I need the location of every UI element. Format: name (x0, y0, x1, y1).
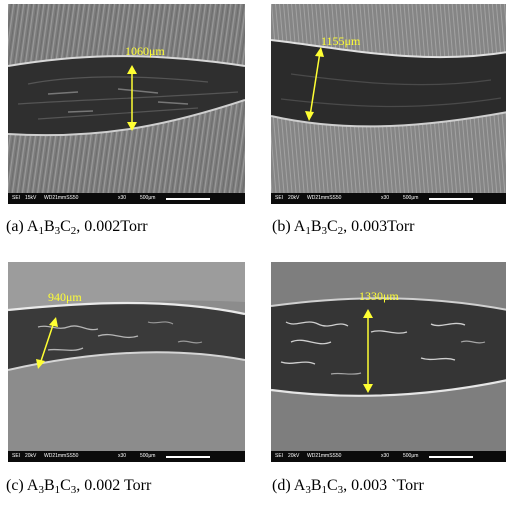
infobar-wd: WD21mmSS50 (44, 195, 79, 201)
measurement-arrow-a (127, 65, 137, 131)
scale-bar (166, 456, 210, 458)
wear-track-image-c (8, 262, 245, 462)
infobar-wd: WD21mmSS50 (44, 453, 79, 459)
sem-image-b: 1155μm SEI 20kV WD21mmSS50 x30 500μm (271, 4, 506, 204)
caption-d: (d) A3B1C3, 0.003 `Torr (272, 477, 424, 496)
infobar-mag: x30 (381, 195, 390, 201)
infobar-wd: WD21mmSS50 (307, 453, 342, 459)
sem-infobar-a: SEI 15kV WD21mmSS50 x30 500μm (8, 193, 245, 204)
measurement-arrow-d (363, 309, 373, 393)
infobar-kv: 15kV (25, 195, 37, 201)
infobar-wd: WD21mmSS50 (307, 195, 342, 201)
caption-a: (a) A1B3C2, 0.002Torr (6, 218, 148, 237)
infobar-mode: SEI (275, 195, 284, 201)
measurement-label-c: 940μm (48, 290, 82, 304)
caption-c: (c) A3B1C3, 0.002 Torr (6, 477, 152, 496)
sem-panel-b: 1155μm SEI 20kV WD21mmSS50 x30 500μm (271, 4, 506, 204)
sem-infobar-c: SEI 20kV WD21mmSS50 x30 500μm (8, 451, 245, 462)
infobar-scale: 500μm (403, 195, 419, 201)
sem-image-a: 1060μm SEI 15kV WD21mmSS50 x30 500μm (8, 4, 245, 204)
infobar-mode: SEI (12, 453, 21, 459)
sem-image-c: 940μm SEI 20kV WD21mmSS50 x30 500μm (8, 262, 245, 462)
infobar-kv: 20kV (288, 453, 300, 459)
sem-image-d: 1330μm SEI 20kV WD21mmSS50 x30 500μm (271, 262, 506, 462)
infobar-scale: 500μm (140, 195, 156, 201)
sem-panel-d: 1330μm SEI 20kV WD21mmSS50 x30 500μm (271, 262, 506, 462)
infobar-mag: x30 (381, 453, 390, 459)
wear-track-image-a (8, 4, 245, 204)
infobar-mode: SEI (275, 453, 284, 459)
scale-bar (429, 456, 473, 458)
infobar-kv: 20kV (288, 195, 300, 201)
infobar-mode: SEI (12, 195, 21, 201)
infobar-mag: x30 (118, 195, 127, 201)
infobar-kv: 20kV (25, 453, 37, 459)
measurement-label-b: 1155μm (321, 34, 361, 48)
sem-panel-a: 1060μm SEI 15kV WD21mmSS50 x30 500μm (8, 4, 245, 204)
infobar-scale: 500μm (140, 453, 156, 459)
wear-track-image-b (271, 4, 506, 204)
measurement-arrow-b (305, 47, 324, 121)
measurement-label-d: 1330μm (359, 289, 399, 303)
sem-panel-c: 940μm SEI 20kV WD21mmSS50 x30 500μm (8, 262, 245, 462)
scale-bar (429, 198, 473, 200)
infobar-mag: x30 (118, 453, 127, 459)
sem-infobar-b: SEI 20kV WD21mmSS50 x30 500μm (271, 193, 506, 204)
measurement-arrow-c (36, 317, 58, 369)
infobar-scale: 500μm (403, 453, 419, 459)
measurement-label-a: 1060μm (125, 44, 165, 58)
wear-track-image-d (271, 262, 506, 462)
sem-infobar-d: SEI 20kV WD21mmSS50 x30 500μm (271, 451, 506, 462)
scale-bar (166, 198, 210, 200)
caption-b: (b) A1B3C2, 0.003Torr (272, 218, 415, 237)
